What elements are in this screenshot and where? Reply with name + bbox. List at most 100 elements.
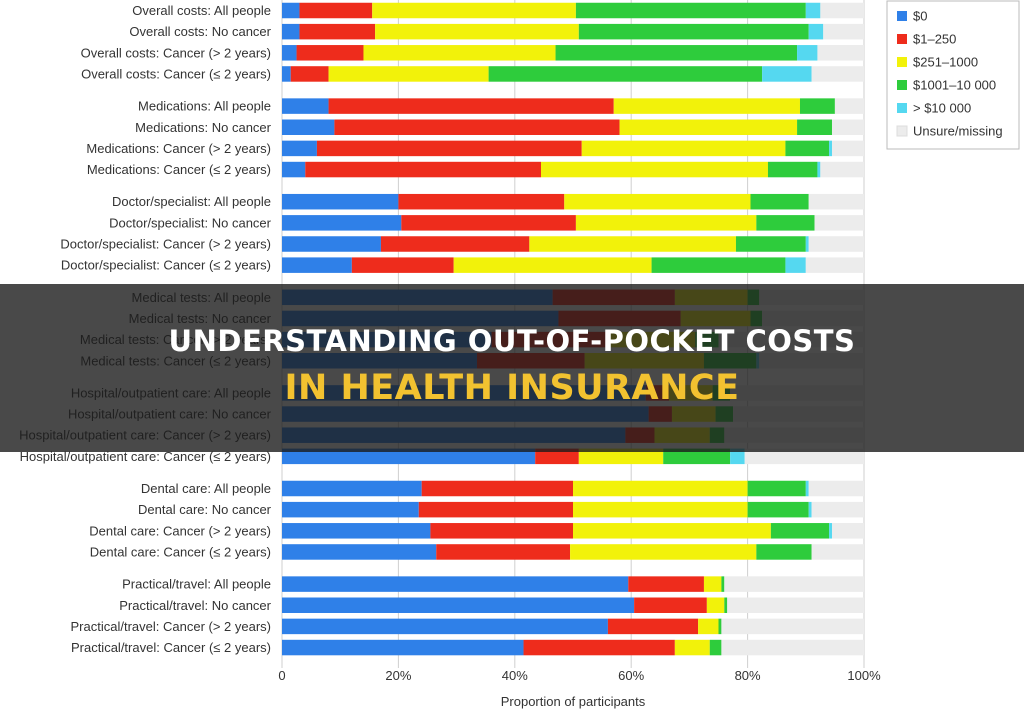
bar-segment (628, 576, 704, 592)
bar-segment (797, 45, 818, 61)
bar-segment (282, 501, 419, 518)
legend-swatch (896, 125, 908, 137)
bar-segment (570, 544, 757, 560)
bar-segment (328, 98, 614, 114)
bar-segment (316, 140, 582, 157)
legend-label: $0 (913, 9, 927, 24)
bar-segment (372, 2, 576, 19)
banner-title-line-1: UNDERSTANDING OUT-OF-POCKET COSTS (168, 324, 856, 358)
bar-segment (573, 501, 748, 518)
bar-segment (573, 523, 771, 539)
bar-segment (721, 576, 725, 592)
bar-segment (831, 523, 864, 539)
category-label: Doctor/specialist: All people (112, 194, 271, 209)
bar-segment (529, 236, 736, 252)
bar-segment (831, 119, 864, 135)
bar-segment (808, 23, 824, 40)
legend-swatch (897, 103, 907, 113)
bar-segment (282, 23, 300, 40)
bar-segment (663, 448, 731, 465)
category-label: Overall costs: Cancer (> 2 years) (81, 45, 271, 60)
x-axis-label: Proportion of participants (501, 694, 646, 709)
bar-segment (811, 501, 864, 518)
bar-segment (328, 66, 489, 82)
bar-segment (805, 257, 864, 273)
bar-segment (829, 140, 832, 157)
bar-segment (785, 257, 806, 273)
bar-segment (578, 23, 809, 40)
bar-segment (282, 480, 422, 497)
bar-segment (808, 501, 812, 518)
bar-segment (767, 161, 818, 178)
category-label: Doctor/specialist: No cancer (109, 215, 272, 230)
legend-label: Unsure/missing (913, 124, 1003, 139)
bar-segment (401, 215, 576, 231)
legend-label: $251–1000 (913, 55, 978, 70)
bar-segment (363, 45, 556, 61)
bar-segment (421, 480, 573, 497)
bar-segment (523, 639, 675, 656)
x-tick-label: 100% (847, 668, 881, 683)
bar-segment (535, 448, 579, 465)
legend-swatch (897, 80, 907, 90)
bar-segment (540, 161, 768, 178)
bar-segment (817, 45, 864, 61)
category-label: Medications: No cancer (135, 120, 272, 135)
bar-segment (823, 23, 864, 40)
bar-segment (607, 618, 699, 635)
legend-box (886, 0, 1020, 150)
bar-segment (805, 2, 821, 19)
bar-segment (290, 66, 329, 82)
bar-segment (282, 639, 524, 656)
bar-segment (282, 119, 335, 135)
bar-segment (747, 501, 809, 518)
banner-title-line-2: IN HEALTH INSURANCE (284, 368, 740, 408)
bar-segment (282, 45, 297, 61)
bar-segment (724, 597, 728, 613)
bar-segment (581, 140, 786, 157)
bar-segment (785, 140, 830, 157)
bar-segment (814, 215, 864, 231)
bar-segment (375, 23, 579, 40)
x-tick-label: 20% (385, 668, 411, 683)
bar-segment (334, 119, 620, 135)
bar-segment (762, 66, 812, 82)
legend-swatch (897, 34, 907, 44)
bar-segment (282, 215, 402, 231)
bar-segment (829, 523, 832, 539)
bar-segment (555, 45, 798, 61)
bar-segment (282, 236, 381, 252)
bar-segment (282, 140, 317, 157)
bar-segment (282, 66, 291, 82)
bar-segment (398, 193, 565, 210)
bar-segment (575, 2, 806, 19)
bar-segment (698, 618, 719, 635)
bar-segment (721, 618, 864, 635)
x-tick-label: 80% (735, 668, 761, 683)
category-label: Overall costs: No cancer (129, 24, 271, 39)
category-label: Doctor/specialist: Cancer (≤ 2 years) (61, 258, 271, 273)
bar-segment (721, 639, 864, 656)
category-label: Dental care: Cancer (> 2 years) (89, 523, 271, 538)
bar-segment (799, 98, 835, 114)
bar-segment (282, 2, 300, 19)
bar-segment (430, 523, 573, 539)
category-label: Dental care: No cancer (138, 502, 272, 517)
category-label: Medications: All people (138, 99, 271, 114)
bar-segment (674, 639, 710, 656)
x-tick-label: 60% (618, 668, 644, 683)
bar-segment (351, 257, 454, 273)
bar-segment (735, 236, 806, 252)
bar-segment (709, 639, 722, 656)
bar-segment (756, 215, 815, 231)
bar-segment (573, 480, 748, 497)
bar-segment (488, 66, 763, 82)
bar-segment (651, 257, 786, 273)
category-label: Dental care: All people (141, 481, 271, 496)
bar-segment (811, 544, 864, 560)
bar-segment (453, 257, 652, 273)
bar-segment (564, 193, 751, 210)
legend-label: > $10 000 (913, 101, 971, 116)
bar-segment (282, 98, 329, 114)
